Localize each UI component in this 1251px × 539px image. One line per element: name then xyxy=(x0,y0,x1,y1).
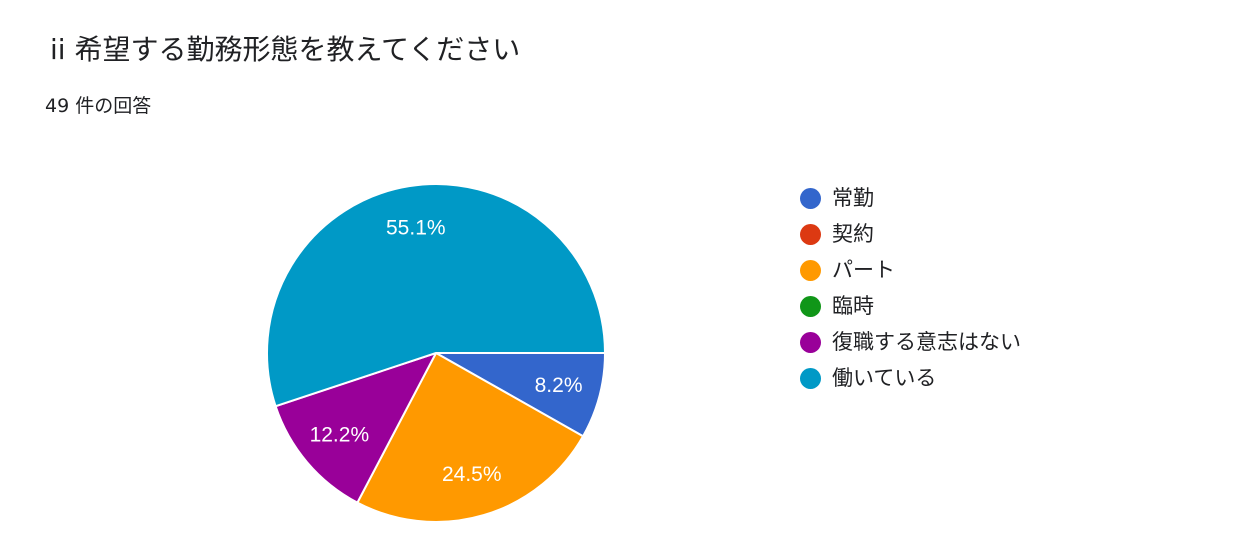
slice-label-0: 8.2% xyxy=(535,374,583,397)
legend-label: 復職する意志はない xyxy=(832,330,1021,354)
legend-label: 働いている xyxy=(832,366,937,390)
legend-label: 臨時 xyxy=(832,294,874,318)
slice-label-2: 24.5% xyxy=(442,463,502,486)
legend-item: 契約 xyxy=(800,216,1021,252)
legend-swatch-icon xyxy=(800,187,821,209)
legend-swatch-icon xyxy=(800,223,821,245)
response-count: 49 件の回答 xyxy=(45,95,152,117)
legend-swatch-icon xyxy=(800,259,821,281)
legend-item: 臨時 xyxy=(800,288,1021,324)
legend-label: 常勤 xyxy=(832,186,874,210)
slice-label-5: 55.1% xyxy=(386,216,446,239)
pie-slice-5 xyxy=(266,183,607,408)
legend-item: 常勤 xyxy=(800,180,1021,216)
legend-swatch-icon xyxy=(800,367,821,389)
legend-item: 働いている xyxy=(800,360,1021,396)
chart-legend: 常勤契約パート臨時復職する意志はない 働いている xyxy=(800,180,1021,396)
legend-swatch-icon xyxy=(800,331,821,353)
slice-label-4: 12.2% xyxy=(310,424,370,447)
legend-item: 復職する意志はない xyxy=(800,324,1021,360)
pie-slice-4 xyxy=(274,351,439,504)
legend-label: パート xyxy=(832,258,895,282)
legend-label: 契約 xyxy=(832,222,874,246)
question-title: ii 希望する勤務形態を教えてください xyxy=(50,33,521,66)
legend-item: パート xyxy=(800,252,1021,288)
pie-slice-0 xyxy=(432,352,607,438)
legend-swatch-icon xyxy=(800,295,821,317)
